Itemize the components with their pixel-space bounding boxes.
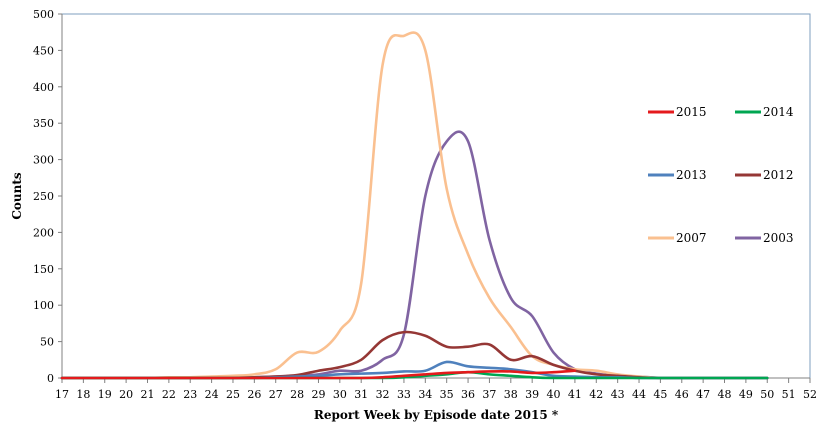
plot-area-border xyxy=(61,13,811,379)
legend-item-2014: 2014 xyxy=(735,105,794,119)
x-tick-label: 30 xyxy=(333,388,347,401)
x-tick-label: 24 xyxy=(205,388,219,401)
legend-item-2007: 2007 xyxy=(648,231,707,245)
y-tick-label: 300 xyxy=(33,154,54,167)
x-tick-label: 25 xyxy=(226,388,240,401)
legend-item-2013: 2013 xyxy=(648,168,707,182)
x-tick-label: 42 xyxy=(589,388,603,401)
x-tick-label: 48 xyxy=(718,388,732,401)
x-tick-label: 29 xyxy=(311,388,325,401)
x-tick-label: 45 xyxy=(653,388,667,401)
legend-label: 2012 xyxy=(763,168,794,182)
legend-item-2015: 2015 xyxy=(648,105,707,119)
y-tick-label: 400 xyxy=(33,81,54,94)
legend-label: 2007 xyxy=(676,231,707,245)
x-tick-label: 36 xyxy=(461,388,475,401)
x-tick-label: 35 xyxy=(440,388,454,401)
x-tick-label: 17 xyxy=(55,388,69,401)
legend-label: 2003 xyxy=(763,231,794,245)
legend-label: 2015 xyxy=(676,105,707,119)
x-tick-label: 19 xyxy=(98,388,112,401)
x-tick-label: 43 xyxy=(611,388,625,401)
x-tick-label: 23 xyxy=(183,388,197,401)
x-tick-label: 49 xyxy=(739,388,753,401)
x-tick-label: 22 xyxy=(162,388,176,401)
x-tick-label: 37 xyxy=(482,388,496,401)
x-tick-label: 46 xyxy=(675,388,689,401)
x-tick-label: 40 xyxy=(547,388,561,401)
legend-item-2012: 2012 xyxy=(735,168,794,182)
y-tick-label: 0 xyxy=(47,372,54,385)
series-line-2003 xyxy=(60,130,769,380)
y-tick-label: 50 xyxy=(40,336,54,349)
x-tick-label: 41 xyxy=(568,388,582,401)
y-tick-label: 200 xyxy=(33,226,54,239)
x-axis-title: Report Week by Episode date 2015 * xyxy=(314,408,559,422)
x-tick-label: 34 xyxy=(418,388,432,401)
series-line-2007 xyxy=(60,31,769,380)
y-tick-label: 500 xyxy=(33,8,54,21)
legend-item-2003: 2003 xyxy=(735,231,794,245)
legend-label: 2013 xyxy=(676,168,707,182)
x-tick-label: 20 xyxy=(119,388,133,401)
x-tick-label: 31 xyxy=(354,388,368,401)
x-tick-label: 51 xyxy=(782,388,796,401)
x-tick-label: 50 xyxy=(760,388,774,401)
y-tick-label: 100 xyxy=(33,299,54,312)
y-tick-label: 250 xyxy=(33,190,54,203)
x-tick-label: 27 xyxy=(269,388,283,401)
x-tick-label: 33 xyxy=(397,388,411,401)
x-tick-label: 28 xyxy=(290,388,304,401)
x-tick-label: 47 xyxy=(696,388,710,401)
y-axis-title: Counts xyxy=(10,172,24,220)
x-tick-label: 39 xyxy=(525,388,539,401)
x-tick-label: 44 xyxy=(632,388,646,401)
y-tick-label: 450 xyxy=(33,44,54,57)
x-tick-label: 26 xyxy=(247,388,261,401)
series-line-2015 xyxy=(60,369,577,380)
x-tick-label: 52 xyxy=(803,388,817,401)
x-tick-label: 32 xyxy=(376,388,390,401)
x-tick-label: 38 xyxy=(504,388,518,401)
legend-label: 2014 xyxy=(763,105,794,119)
x-tick-label: 21 xyxy=(140,388,154,401)
y-tick-label: 350 xyxy=(33,117,54,130)
x-tick-label: 18 xyxy=(76,388,90,401)
y-tick-label: 150 xyxy=(33,263,54,276)
